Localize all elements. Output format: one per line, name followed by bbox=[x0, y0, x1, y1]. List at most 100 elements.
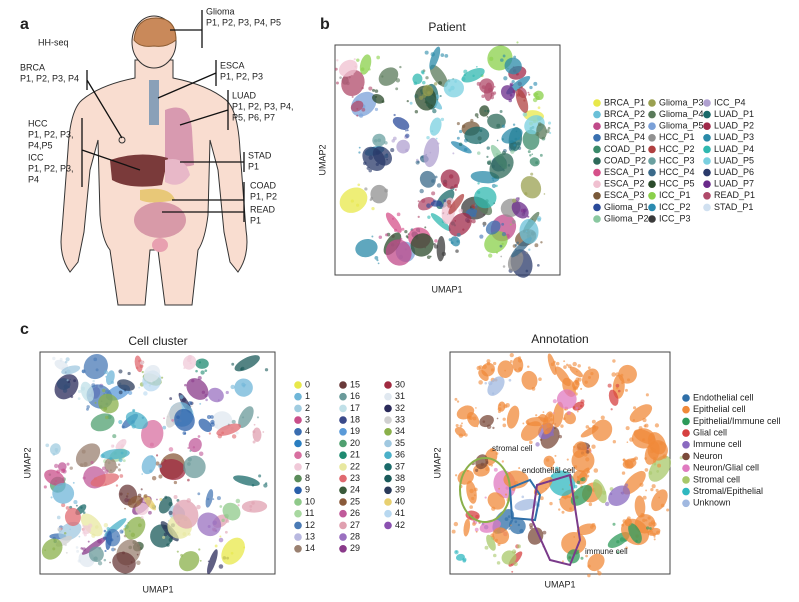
point bbox=[162, 535, 166, 539]
point bbox=[83, 533, 87, 537]
point bbox=[511, 487, 516, 491]
point-cluster bbox=[549, 470, 576, 496]
point bbox=[224, 530, 228, 534]
point bbox=[391, 217, 395, 220]
point-cluster bbox=[552, 401, 564, 428]
point bbox=[126, 492, 129, 495]
point bbox=[112, 434, 117, 439]
point bbox=[433, 199, 436, 203]
point-cluster bbox=[572, 380, 580, 390]
point bbox=[200, 370, 205, 375]
point bbox=[440, 117, 445, 122]
legend-swatch bbox=[384, 486, 392, 495]
point bbox=[190, 405, 193, 407]
legend-label: LUAD_P6 bbox=[714, 167, 754, 177]
point bbox=[78, 535, 81, 538]
point bbox=[77, 397, 81, 400]
organ-name: COAD bbox=[250, 180, 277, 190]
point bbox=[205, 398, 208, 402]
point-cluster bbox=[511, 201, 529, 219]
point bbox=[173, 495, 178, 500]
point bbox=[616, 550, 620, 554]
point bbox=[577, 408, 580, 411]
point bbox=[590, 372, 594, 376]
point bbox=[566, 410, 571, 415]
point bbox=[542, 411, 545, 414]
point bbox=[486, 424, 492, 430]
point bbox=[563, 365, 567, 369]
point bbox=[550, 432, 555, 437]
point bbox=[118, 457, 123, 463]
legend-swatch bbox=[339, 545, 347, 553]
point bbox=[187, 354, 192, 359]
legend-swatch bbox=[384, 509, 392, 518]
point-cluster bbox=[385, 212, 402, 233]
point bbox=[206, 415, 212, 420]
point bbox=[558, 498, 561, 501]
point bbox=[80, 506, 83, 509]
point bbox=[454, 80, 457, 83]
point bbox=[135, 366, 139, 370]
point bbox=[565, 363, 569, 367]
point bbox=[434, 175, 438, 179]
point bbox=[485, 460, 489, 464]
point bbox=[189, 362, 192, 365]
point bbox=[197, 376, 202, 381]
point bbox=[463, 69, 468, 74]
point bbox=[509, 82, 514, 87]
point bbox=[431, 179, 435, 183]
point-cluster bbox=[497, 360, 514, 379]
point bbox=[535, 132, 540, 137]
point bbox=[487, 87, 492, 92]
legend-swatch bbox=[648, 203, 656, 212]
point-cluster bbox=[392, 117, 410, 130]
point bbox=[115, 466, 119, 469]
point bbox=[92, 379, 95, 383]
legend-label: 27 bbox=[350, 520, 360, 530]
point bbox=[421, 71, 425, 75]
point bbox=[471, 219, 476, 224]
point bbox=[116, 535, 119, 538]
point bbox=[541, 436, 545, 439]
legend-label: 2 bbox=[305, 403, 310, 413]
legend-label: 20 bbox=[350, 438, 360, 448]
point bbox=[456, 240, 459, 243]
legend-label: 4 bbox=[305, 426, 310, 436]
leader bbox=[180, 152, 245, 172]
point bbox=[491, 392, 495, 395]
point bbox=[141, 473, 144, 475]
point bbox=[103, 558, 107, 562]
point bbox=[221, 431, 225, 435]
point bbox=[363, 161, 367, 166]
point bbox=[172, 512, 176, 516]
point bbox=[381, 75, 384, 78]
legend-label: 29 bbox=[350, 543, 360, 553]
point bbox=[458, 142, 463, 147]
point bbox=[450, 85, 455, 91]
point bbox=[91, 383, 96, 388]
point bbox=[501, 222, 505, 226]
point bbox=[95, 525, 99, 529]
point bbox=[476, 425, 479, 428]
point bbox=[141, 370, 144, 374]
point bbox=[431, 191, 436, 196]
legend-swatch bbox=[294, 439, 302, 448]
point bbox=[409, 101, 413, 105]
point bbox=[76, 549, 80, 553]
legend-swatch bbox=[294, 545, 302, 553]
legend-swatch bbox=[384, 498, 392, 506]
legend-swatch bbox=[294, 463, 302, 471]
legend-swatch bbox=[682, 499, 690, 508]
point bbox=[624, 388, 628, 392]
legend-swatch bbox=[593, 134, 601, 142]
point bbox=[104, 415, 109, 420]
legend-swatch bbox=[294, 486, 302, 495]
point bbox=[439, 94, 442, 98]
point bbox=[90, 460, 94, 465]
point bbox=[504, 369, 506, 372]
point bbox=[659, 441, 663, 446]
point-cluster bbox=[463, 518, 471, 537]
legend-swatch bbox=[593, 168, 601, 177]
point bbox=[554, 466, 559, 471]
